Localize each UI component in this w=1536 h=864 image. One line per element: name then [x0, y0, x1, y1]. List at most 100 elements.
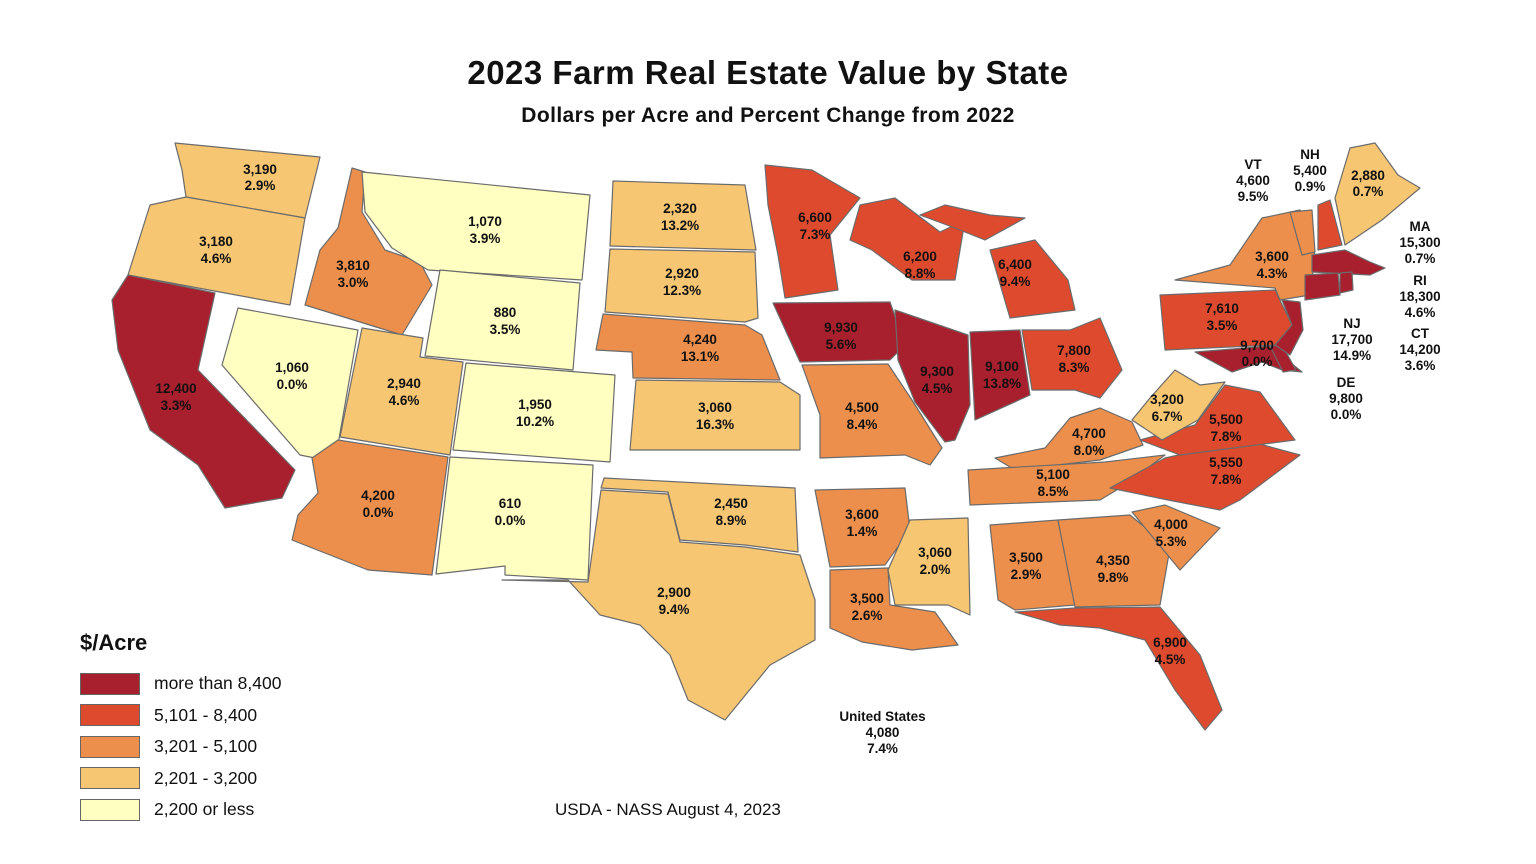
legend-swatch: [80, 798, 140, 821]
label-wy-change: 3.5%: [490, 322, 521, 337]
state-ca: [111, 274, 296, 509]
label-id-change: 3.0%: [338, 275, 369, 290]
label-ga-value: 4,350: [1096, 553, 1130, 568]
label-sc-value: 4,000: [1154, 517, 1188, 532]
state-wi: [849, 197, 966, 281]
label-wv-value: 3,200: [1150, 392, 1184, 407]
label-nd-value: 2,320: [663, 201, 697, 216]
label-ms-value: 3,060: [918, 545, 952, 560]
legend-item: 2,201 - 3,200: [80, 763, 281, 795]
state-or: [127, 196, 306, 306]
label-in-value: 9,100: [985, 359, 1019, 374]
state-ga: [1057, 514, 1171, 608]
label-mn-change: 7.3%: [800, 227, 831, 242]
label-ma-change: 0.7%: [1405, 251, 1436, 266]
label-co-value: 1,950: [518, 397, 552, 412]
label-ne-change: 13.1%: [681, 349, 719, 364]
label-me-change: 0.7%: [1353, 184, 1384, 199]
state-ks: [629, 379, 801, 451]
source-note: USDA - NASS August 4, 2023: [555, 800, 781, 819]
label-tx-change: 9.4%: [659, 602, 690, 617]
label-nv-value: 1,060: [275, 360, 309, 375]
legend: $/Acre more than 8,400 5,101 - 8,400 3,2…: [80, 630, 281, 826]
label-az-value: 4,200: [361, 488, 395, 503]
label-vt-name: VT: [1244, 157, 1262, 172]
label-vt-value: 4,600: [1236, 173, 1270, 188]
label-ut-change: 4.6%: [389, 393, 420, 408]
label-ok-change: 8.9%: [716, 513, 747, 528]
label-al-value: 3,500: [1009, 550, 1043, 565]
label-mo-value: 4,500: [845, 400, 879, 415]
label-il-value: 9,300: [920, 364, 954, 379]
label-md-change: 0.0%: [1242, 354, 1273, 369]
label-ca-value: 12,400: [155, 381, 196, 396]
label-il-change: 4.5%: [922, 381, 953, 396]
label-la-value: 3,500: [850, 591, 884, 606]
state-ok: [600, 477, 799, 553]
label-tn-change: 8.5%: [1038, 484, 1069, 499]
label-nh-change: 0.9%: [1295, 179, 1326, 194]
state-id: [304, 167, 433, 336]
label-nv-change: 0.0%: [277, 377, 308, 392]
label-oh-value: 7,800: [1057, 343, 1091, 358]
state-mo: [801, 363, 943, 466]
label-de-value: 9,800: [1329, 391, 1363, 406]
label-nc-change: 7.8%: [1211, 472, 1242, 487]
label-va-value: 5,500: [1209, 412, 1243, 427]
label-ri-name: RI: [1413, 273, 1427, 288]
label-oh-change: 8.3%: [1059, 360, 1090, 375]
state-la: [829, 567, 959, 651]
legend-title: $/Acre: [80, 630, 148, 655]
state-fl: [1014, 606, 1223, 731]
label-in-change: 13.8%: [983, 376, 1021, 391]
us-total: United States 4,080 7.4%: [810, 709, 955, 757]
state-ut: [339, 327, 464, 456]
label-pa-value: 7,610: [1205, 301, 1239, 316]
map-title: 2023 Farm Real Estate Value by State: [467, 54, 1069, 91]
state-ms: [887, 517, 971, 616]
label-id-value: 3,810: [336, 258, 370, 273]
label-ca-change: 3.3%: [161, 398, 192, 413]
legend-item: 2,200 or less: [80, 794, 281, 826]
label-ms-change: 2.0%: [920, 562, 951, 577]
label-wy-value: 880: [494, 305, 517, 320]
label-ar-change: 1.4%: [847, 524, 878, 539]
label-or-change: 4.6%: [201, 251, 232, 266]
label-tx-value: 2,900: [657, 585, 691, 600]
label-nj-value: 17,700: [1331, 332, 1372, 347]
label-ok-value: 2,450: [714, 496, 748, 511]
state-tx: [501, 489, 816, 721]
state-il: [894, 309, 971, 443]
label-mt-change: 3.9%: [470, 231, 501, 246]
state-in: [969, 329, 1031, 421]
label-tn-value: 5,100: [1036, 467, 1070, 482]
label-or-value: 3,180: [199, 234, 233, 249]
label-la-change: 2.6%: [852, 608, 883, 623]
legend-label: 5,101 - 8,400: [154, 704, 258, 725]
label-de-change: 0.0%: [1331, 407, 1362, 422]
label-ut-value: 2,940: [387, 376, 421, 391]
label-nm-change: 0.0%: [495, 513, 526, 528]
label-va-change: 7.8%: [1211, 429, 1242, 444]
state-mi: [989, 239, 1076, 319]
label-fl-value: 6,900: [1153, 635, 1187, 650]
legend-label: more than 8,400: [154, 673, 282, 694]
state-wv: [1131, 369, 1226, 441]
state-mi-up: [919, 204, 1026, 241]
label-ia-change: 5.6%: [826, 337, 857, 352]
label-sd-change: 12.3%: [663, 283, 701, 298]
state-me: [1334, 142, 1421, 246]
label-nd-change: 13.2%: [661, 218, 699, 233]
label-nm-value: 610: [499, 496, 522, 511]
label-wi-change: 8.8%: [905, 266, 936, 281]
label-az-change: 0.0%: [363, 505, 394, 520]
label-ma-name: MA: [1410, 219, 1431, 234]
label-nh-name: NH: [1300, 147, 1320, 162]
label-wa-value: 3,190: [243, 162, 277, 177]
label-ct-change: 3.6%: [1405, 358, 1436, 373]
us-total-value: 4,080: [865, 725, 900, 740]
label-ky-change: 8.0%: [1074, 443, 1105, 458]
us-total-change: 7.4%: [867, 741, 898, 756]
state-ma: [1311, 249, 1386, 276]
label-nc-value: 5,550: [1209, 455, 1243, 470]
